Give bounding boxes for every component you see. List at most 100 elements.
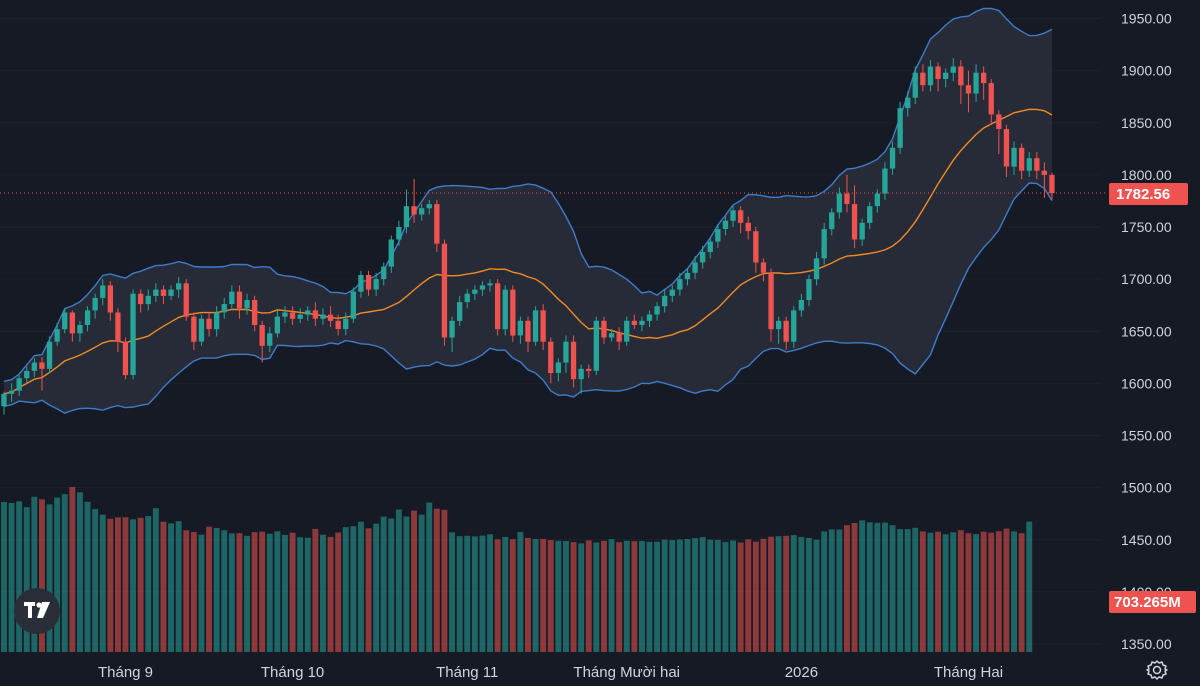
volume-bar-11: [84, 501, 91, 652]
candle-body-4: [31, 362, 37, 371]
candle-body-93: [707, 241, 713, 252]
candle-113: [859, 218, 865, 246]
candle-115: [874, 189, 880, 213]
candle-body-114: [867, 206, 873, 223]
volume-bar-39: [297, 537, 304, 652]
volume-bar-31: [236, 533, 243, 652]
volume-bar-101: [768, 536, 774, 652]
candle-72: [548, 337, 554, 384]
volume-bar-21: [160, 521, 167, 652]
volume-bar-1: [8, 503, 15, 652]
candle-7: [54, 322, 60, 346]
candle-body-109: [829, 212, 835, 230]
candle-64: [487, 279, 493, 292]
y-tick-label-12: 1950.00: [1121, 11, 1172, 27]
y-tick-label-10: 1850.00: [1121, 115, 1172, 131]
volume-bar-60: [456, 536, 463, 652]
volume-bar-106: [806, 537, 812, 652]
candle-16: [122, 337, 129, 380]
candle-body-66: [502, 289, 508, 330]
y-tick-label-8: 1750.00: [1121, 219, 1172, 235]
candle-body-24: [183, 283, 189, 317]
candle-19: [145, 289, 151, 311]
candle-body-124: [943, 72, 949, 79]
candle-body-104: [791, 310, 797, 342]
candle-31: [236, 285, 243, 319]
tradingview-logo-icon[interactable]: [14, 588, 60, 634]
candle-46: [350, 287, 356, 323]
candle-body-95: [722, 220, 729, 229]
candle-100: [760, 258, 767, 282]
volume-bar-123: [935, 531, 941, 652]
volume-bar-129: [980, 531, 987, 652]
volume-bar-127: [965, 533, 972, 652]
volume-bar-12: [92, 509, 99, 652]
candle-body-10: [77, 325, 83, 334]
candle-body-83: [631, 320, 637, 325]
volume-bar-4: [31, 496, 38, 652]
candle-body-65: [495, 283, 501, 330]
candle-77: [586, 364, 592, 379]
volume-bar-65: [494, 539, 501, 652]
volume-bar-13: [99, 514, 106, 652]
candle-body-135: [1026, 158, 1032, 171]
candle-132: [1003, 124, 1010, 177]
candle-body-128: [973, 72, 979, 94]
volume-bar-29: [221, 530, 228, 652]
volume-bar-66: [502, 536, 509, 652]
candle-body-92: [700, 252, 706, 263]
candle-body-11: [84, 310, 91, 325]
candle-57: [434, 199, 440, 253]
candle-body-23: [176, 283, 182, 290]
volume-bar-52: [395, 509, 402, 652]
volume-bar-119: [904, 529, 911, 652]
candle-42: [320, 308, 326, 325]
candle-body-27: [206, 318, 212, 330]
y-tick-label-11: 1900.00: [1121, 63, 1172, 79]
candle-15: [115, 308, 121, 353]
volume-bar-100: [760, 538, 767, 652]
candle-body-52: [396, 227, 402, 240]
settings-gear-icon[interactable]: [1146, 659, 1168, 681]
candle-95: [722, 216, 729, 236]
candle-17: [130, 289, 136, 380]
candle-29: [221, 297, 227, 319]
volume-bar-114: [866, 522, 873, 652]
candle-body-36: [274, 316, 280, 334]
candle-48: [365, 270, 372, 296]
candle-103: [783, 316, 789, 351]
volume-bar-105: [798, 536, 805, 652]
candle-85: [646, 310, 653, 328]
x-tick-label-3: Tháng Mười hai: [573, 664, 680, 681]
candle-body-70: [532, 310, 539, 342]
candle-body-3: [24, 370, 30, 379]
candle-body-18: [138, 293, 144, 305]
candle-body-2: [16, 378, 22, 391]
candle-118: [897, 101, 903, 155]
candle-body-96: [730, 210, 736, 221]
candle-body-76: [578, 368, 584, 380]
volume-bar-42: [320, 534, 326, 652]
volume-bar-75: [570, 542, 577, 652]
candle-62: [472, 285, 478, 300]
candle-66: [502, 285, 508, 336]
volume-bar-19: [145, 516, 152, 652]
candle-8: [62, 308, 68, 334]
candle-body-32: [244, 300, 250, 309]
candle-13: [100, 279, 106, 306]
candle-body-48: [365, 275, 372, 290]
price-badge-bg: [1109, 183, 1188, 205]
candle-body-13: [100, 285, 106, 298]
candle-12: [92, 293, 98, 319]
volume-bar-62: [471, 536, 478, 652]
candle-body-42: [320, 314, 326, 319]
volume-bar-103: [783, 535, 790, 652]
volume-bar-10: [77, 492, 83, 652]
candle-21: [160, 285, 167, 305]
y-tick-label-6: 1650.00: [1121, 323, 1172, 339]
candle-body-130: [988, 83, 994, 115]
candle-body-138: [1049, 174, 1055, 194]
volume-bar-67: [509, 539, 516, 652]
